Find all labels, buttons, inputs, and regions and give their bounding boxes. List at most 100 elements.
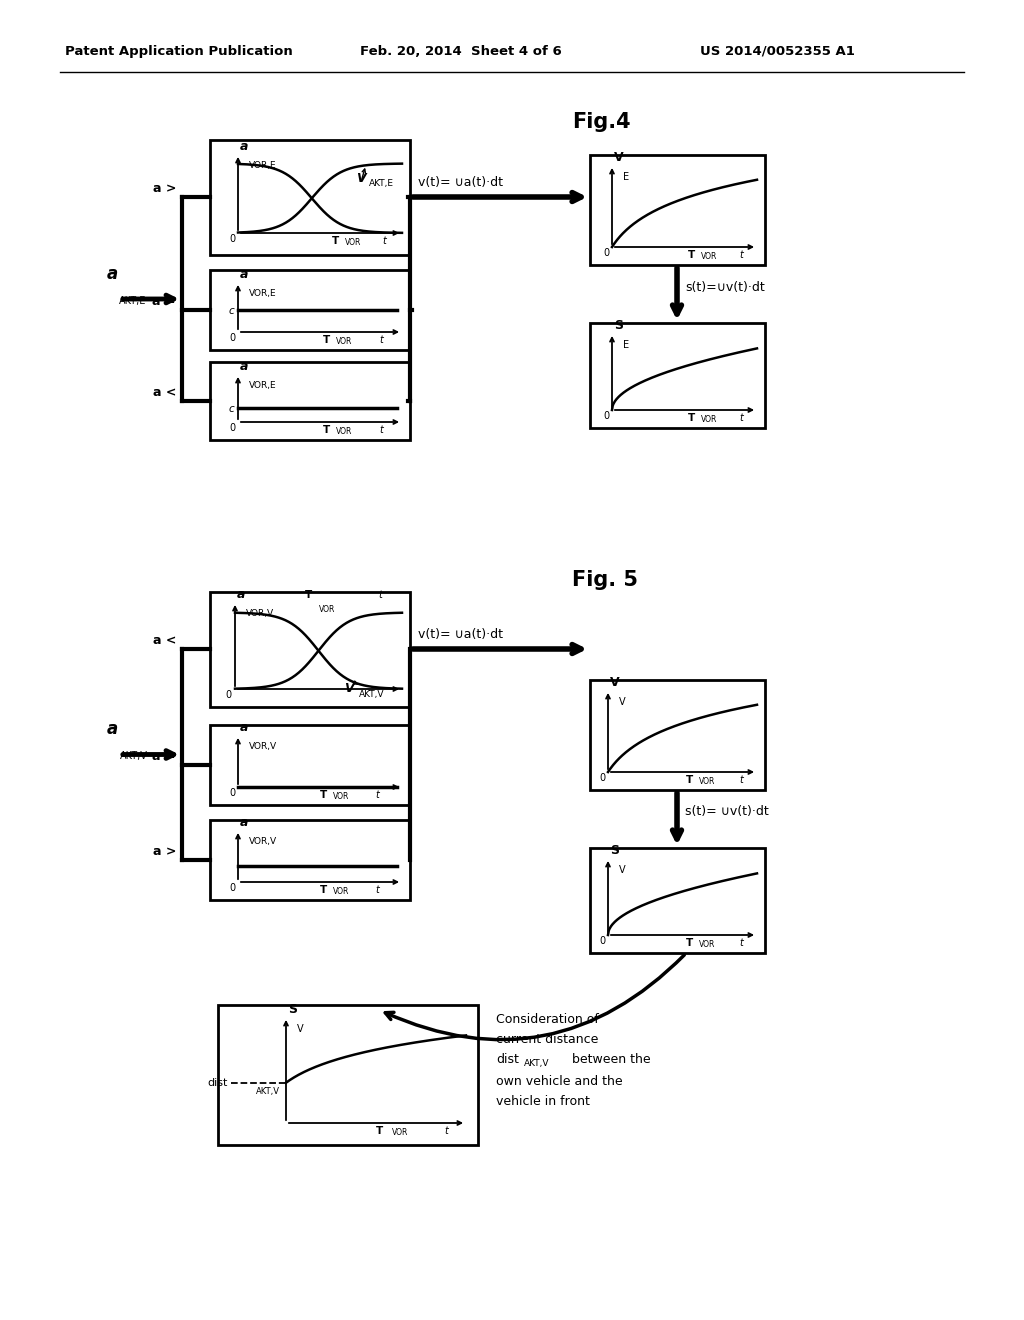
- Text: T: T: [324, 335, 331, 345]
- Text: V: V: [343, 682, 353, 696]
- Text: dist: dist: [496, 1053, 519, 1067]
- Text: t: t: [739, 939, 743, 948]
- Bar: [590, 154, 765, 265]
- Text: VOR,E: VOR,E: [249, 161, 276, 170]
- Text: a: a: [240, 721, 249, 734]
- Text: a: a: [240, 816, 249, 829]
- Text: Patent Application Publication: Patent Application Publication: [65, 45, 293, 58]
- Text: VOR: VOR: [392, 1129, 409, 1137]
- Text: t: t: [379, 590, 383, 601]
- Text: AKT,V: AKT,V: [524, 1059, 550, 1068]
- Text: 0: 0: [229, 333, 234, 343]
- Text: a: a: [240, 360, 249, 374]
- Text: S: S: [610, 843, 618, 857]
- Bar: [210, 362, 410, 440]
- Text: VOR: VOR: [318, 605, 335, 614]
- Text: AKT,E: AKT,E: [370, 180, 394, 187]
- Text: a >: a >: [153, 845, 176, 858]
- Text: E: E: [623, 341, 629, 350]
- Text: t: t: [379, 335, 383, 345]
- Text: T: T: [687, 249, 694, 260]
- Text: AKT,V: AKT,V: [120, 751, 147, 762]
- Text: VOR: VOR: [699, 940, 716, 949]
- Bar: [210, 820, 410, 900]
- Text: VOR: VOR: [337, 426, 353, 436]
- Text: Feb. 20, 2014  Sheet 4 of 6: Feb. 20, 2014 Sheet 4 of 6: [360, 45, 562, 58]
- Text: c: c: [228, 305, 234, 315]
- Text: v(t)= ∪a(t)·dt: v(t)= ∪a(t)·dt: [418, 176, 503, 189]
- Text: VOR: VOR: [337, 337, 353, 346]
- Text: s(t)= ∪v(t)·dt: s(t)= ∪v(t)·dt: [685, 805, 769, 818]
- Text: VOR,E: VOR,E: [249, 381, 276, 389]
- Text: V: V: [356, 172, 366, 185]
- Text: v(t)= ∪a(t)·dt: v(t)= ∪a(t)·dt: [418, 628, 503, 642]
- Text: V: V: [610, 676, 620, 689]
- Text: T: T: [305, 590, 312, 601]
- Bar: [210, 140, 410, 255]
- Text: 0: 0: [229, 788, 234, 799]
- Text: T: T: [685, 775, 692, 785]
- Text: VOR: VOR: [333, 887, 349, 896]
- Text: VOR: VOR: [700, 414, 717, 424]
- Text: t: t: [376, 884, 380, 895]
- Text: a <: a <: [153, 634, 176, 647]
- Bar: [590, 680, 765, 789]
- Bar: [218, 1005, 478, 1144]
- Text: 0: 0: [229, 422, 234, 433]
- Text: a =: a =: [153, 294, 176, 308]
- Text: T: T: [685, 939, 692, 948]
- Text: between the: between the: [568, 1053, 650, 1067]
- Text: 0: 0: [226, 690, 232, 700]
- Text: VOR,V: VOR,V: [249, 837, 278, 846]
- Bar: [590, 323, 765, 428]
- Text: S: S: [288, 1003, 297, 1016]
- Text: AKT,E: AKT,E: [119, 296, 146, 306]
- Text: T: T: [376, 1126, 383, 1137]
- Text: c: c: [228, 404, 234, 413]
- Text: Fig. 5: Fig. 5: [572, 570, 638, 590]
- Text: VOR: VOR: [699, 777, 716, 785]
- Text: t: t: [739, 413, 743, 422]
- Text: a <: a <: [153, 385, 176, 399]
- Text: a >: a >: [153, 182, 176, 195]
- Text: V: V: [618, 865, 626, 875]
- Bar: [210, 591, 410, 708]
- Text: t: t: [739, 249, 743, 260]
- Text: E: E: [623, 172, 629, 182]
- Text: Fig.4: Fig.4: [572, 112, 631, 132]
- Text: S: S: [614, 319, 623, 333]
- Text: VOR: VOR: [333, 792, 349, 801]
- Text: vehicle in front: vehicle in front: [496, 1096, 590, 1107]
- Text: t: t: [382, 236, 386, 246]
- Text: V: V: [297, 1024, 304, 1034]
- Text: a: a: [240, 140, 249, 153]
- Text: VOR: VOR: [700, 252, 717, 261]
- Text: own vehicle and the: own vehicle and the: [496, 1074, 623, 1088]
- Text: T: T: [319, 884, 328, 895]
- Text: 0: 0: [603, 411, 609, 421]
- Text: T: T: [319, 789, 328, 800]
- Text: s(t)=∪v(t)·dt: s(t)=∪v(t)·dt: [685, 281, 765, 293]
- Text: t: t: [739, 775, 743, 785]
- Text: a: a: [240, 268, 249, 281]
- Text: V: V: [614, 150, 624, 164]
- Bar: [210, 271, 410, 350]
- Text: 0: 0: [599, 936, 605, 946]
- Text: AKT,V: AKT,V: [358, 690, 384, 700]
- Text: a: a: [106, 265, 118, 282]
- Text: 0: 0: [599, 774, 605, 783]
- Text: AKT,V: AKT,V: [256, 1086, 280, 1096]
- Text: VOR,E: VOR,E: [249, 289, 276, 298]
- Text: t: t: [444, 1126, 449, 1137]
- Text: VOR: VOR: [345, 238, 361, 247]
- Text: 0: 0: [229, 234, 234, 244]
- Text: Consideration of: Consideration of: [496, 1012, 599, 1026]
- Bar: [590, 847, 765, 953]
- Text: 0: 0: [229, 883, 234, 894]
- Text: current distance: current distance: [496, 1034, 598, 1045]
- Text: 0: 0: [603, 248, 609, 257]
- Text: VOR,V: VOR,V: [246, 609, 274, 618]
- Text: t: t: [379, 425, 383, 436]
- Text: a: a: [237, 587, 246, 601]
- Text: VOR,V: VOR,V: [249, 742, 278, 751]
